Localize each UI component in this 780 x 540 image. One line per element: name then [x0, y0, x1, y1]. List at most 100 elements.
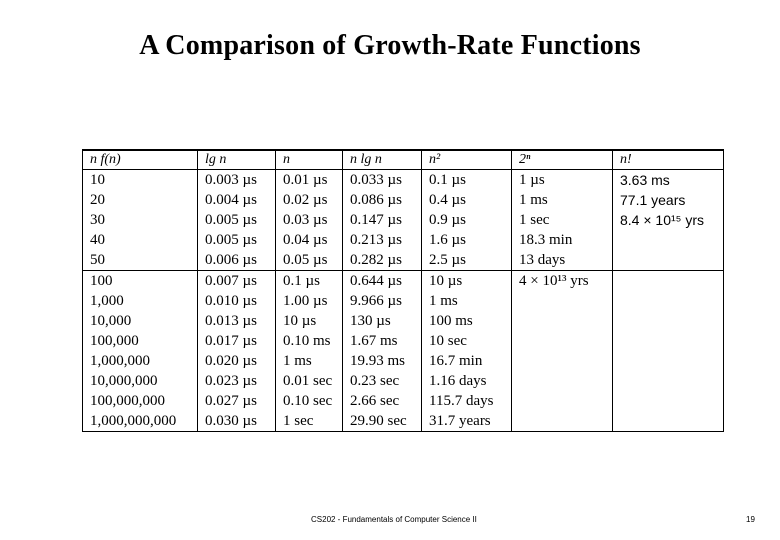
table-row: 1,000,000 0.020 µs 1 ms 19.93 ms 16.7 min	[83, 351, 724, 371]
cell-n: 1 ms	[275, 351, 343, 371]
cell-n: 1,000,000	[90, 353, 150, 369]
cell-n: 1 sec	[275, 411, 343, 432]
cell-n: 10 µs	[275, 311, 343, 331]
cell-2-pow-n: 1 µs	[511, 169, 613, 190]
cell-n-squared: 0.4 µs	[421, 190, 512, 210]
cell-n: 100,000,000	[90, 393, 165, 409]
cell-n-squared: 2.5 µs	[421, 250, 512, 271]
cell-lg-n: 0.007 µs	[197, 270, 276, 291]
cell-2-pow-n	[511, 331, 613, 351]
cell-n-squared: 0.9 µs	[421, 210, 512, 230]
header-lg-n: lg n	[197, 150, 276, 170]
cell-n-squared: 115.7 days	[421, 391, 512, 411]
page-number: 19	[746, 515, 755, 524]
table-row: 10,000 0.013 µs 10 µs 130 µs 100 ms	[83, 311, 724, 331]
cell-lg-n: 0.017 µs	[197, 331, 276, 351]
table-row: 10 0.003 µs 0.01 µs 0.033 µs 0.1 µs 1 µs 3.63 …	[83, 169, 724, 190]
cell-lg-n: 0.003 µs	[197, 169, 276, 190]
cell-n: 10	[90, 172, 105, 188]
cell-n-factorial	[612, 270, 724, 291]
cell-n-factorial	[612, 351, 724, 371]
cell-2-pow-n: 1 ms	[511, 190, 613, 210]
cell-n: 50	[90, 252, 105, 268]
footer-course-name: CS202 - Fundamentals of Computer Science…	[311, 515, 477, 524]
cell-2-pow-n: 4 × 10¹³ yrs	[511, 270, 613, 291]
cell-n-factorial	[612, 391, 724, 411]
cell-n: 100	[82, 270, 198, 291]
cell-n-squared: 100 ms	[421, 311, 512, 331]
cell-n-factorial	[612, 250, 724, 271]
cell-2-pow-n	[511, 351, 613, 371]
cell-2-pow-n	[511, 411, 613, 432]
cell-n-lg-n: 0.282 µs	[342, 250, 422, 271]
cell-n-lg-n: 29.90 sec	[342, 411, 422, 432]
cell-n-squared: 16.7 min	[421, 351, 512, 371]
table-body: 10 0.003 µs 0.01 µs 0.033 µs 0.1 µs 1 µs 3.63 …	[82, 169, 724, 432]
cell-n: 1.00 µs	[275, 291, 343, 311]
cell-n-lg-n: 1.67 ms	[342, 331, 422, 351]
cell-n: 1,000,000,000	[90, 413, 177, 429]
cell-n-squared: 1.6 µs	[421, 230, 512, 250]
cell-n-squared: 1 ms	[421, 291, 512, 311]
cell-lg-n: 0.005 µs	[197, 210, 276, 230]
cell-n-lg-n: 0.644 µs	[342, 270, 422, 291]
cell-2-pow-n	[511, 371, 613, 391]
cell-n: 20	[90, 192, 105, 208]
table-header-row: n f(n) lg n n n lg n n² 2ⁿ n!	[82, 150, 724, 170]
cell-n: 0.1 µs	[275, 270, 343, 291]
cell-n: 0.02 µs	[275, 190, 343, 210]
header-n-lg-n: n lg n	[342, 150, 422, 170]
header-n-fn: n f(n)	[82, 150, 198, 170]
cell-n-factorial	[612, 230, 724, 250]
cell-2-pow-n: 1 sec	[511, 210, 613, 230]
cell-n-factorial	[612, 331, 724, 351]
header-2-pow-n: 2ⁿ	[511, 150, 613, 170]
table-row: 1,000 0.010 µs 1.00 µs 9.966 µs 1 ms	[83, 291, 724, 311]
cell-n: 0.10 sec	[275, 391, 343, 411]
cell-n-lg-n: 0.213 µs	[342, 230, 422, 250]
cell-lg-n: 0.006 µs	[197, 250, 276, 271]
table-row: 40 0.005 µs 0.04 µs 0.213 µs 1.6 µs 18.3 min	[83, 230, 724, 250]
cell-n-lg-n: 0.086 µs	[342, 190, 422, 210]
cell-n-lg-n: 9.966 µs	[342, 291, 422, 311]
cell-n-factorial	[612, 311, 724, 331]
cell-n-factorial: 3.63 ms	[612, 169, 724, 190]
cell-2-pow-n: 18.3 min	[511, 230, 613, 250]
table-row: 20 0.004 µs 0.02 µs 0.086 µs 0.4 µs 1 ms 77.1 …	[83, 190, 724, 210]
cell-n-squared: 0.1 µs	[421, 169, 512, 190]
cell-2-pow-n	[511, 391, 613, 411]
cell-n: 0.01 sec	[275, 371, 343, 391]
cell-n: 1,000	[90, 293, 124, 309]
cell-2-pow-n	[511, 311, 613, 331]
cell-n: 10,000	[90, 313, 132, 329]
cell-n-lg-n: 19.93 ms	[342, 351, 422, 371]
slide-title: A Comparison of Growth-Rate Functions	[139, 30, 641, 61]
cell-n-lg-n: 130 µs	[342, 311, 422, 331]
table-row: 50 0.006 µs 0.05 µs 0.282 µs 2.5 µs 13 days	[83, 250, 724, 271]
cell-lg-n: 0.005 µs	[197, 230, 276, 250]
table-row: 100,000 0.017 µs 0.10 ms 1.67 ms 10 sec	[83, 331, 724, 351]
cell-n-lg-n: 0.147 µs	[342, 210, 422, 230]
cell-n: 30	[90, 212, 105, 228]
cell-n-lg-n: 2.66 sec	[342, 391, 422, 411]
header-n-squared: n²	[421, 150, 512, 170]
cell-n: 0.03 µs	[275, 210, 343, 230]
cell-n-factorial	[612, 371, 724, 391]
table-row: 1,000,000,000 0.030 µs 1 sec 29.90 sec 31.7 …	[83, 411, 724, 432]
cell-n-factorial	[612, 411, 724, 432]
cell-n-lg-n: 0.033 µs	[342, 169, 422, 190]
cell-lg-n: 0.027 µs	[197, 391, 276, 411]
cell-n-factorial: 77.1 years	[612, 190, 724, 210]
cell-2-pow-n	[511, 291, 613, 311]
cell-lg-n: 0.023 µs	[197, 371, 276, 391]
cell-n-squared: 10 µs	[421, 270, 512, 291]
cell-2-pow-n: 13 days	[511, 250, 613, 271]
cell-n: 0.04 µs	[275, 230, 343, 250]
cell-lg-n: 0.030 µs	[197, 411, 276, 432]
cell-lg-n: 0.004 µs	[197, 190, 276, 210]
cell-n-squared: 1.16 days	[421, 371, 512, 391]
table-row: 30 0.005 µs 0.03 µs 0.147 µs 0.9 µs 1 sec 8.4 …	[83, 210, 724, 230]
table-row: 100,000,000 0.027 µs 0.10 sec 2.66 sec 115.7…	[83, 391, 724, 411]
cell-n-squared: 10 sec	[421, 331, 512, 351]
cell-n-factorial	[612, 291, 724, 311]
